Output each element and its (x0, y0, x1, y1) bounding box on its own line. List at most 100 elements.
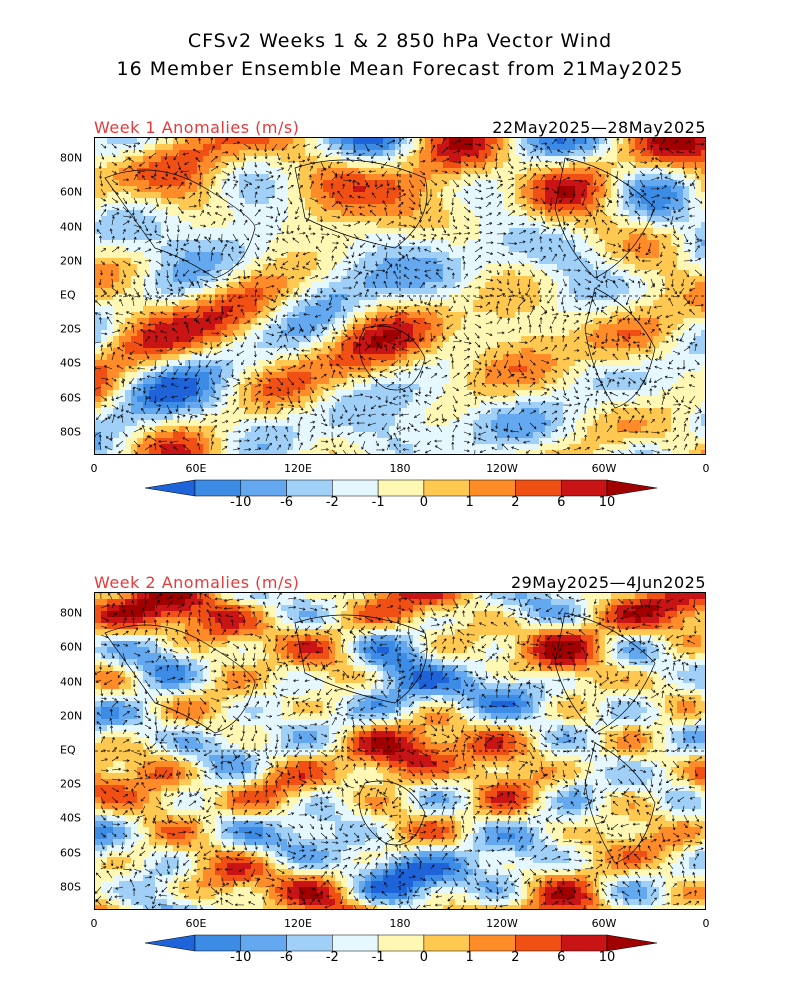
anomaly-cell (641, 288, 648, 295)
anomaly-cell (557, 366, 564, 373)
anomaly-cell (269, 228, 276, 235)
anomaly-cell (173, 216, 180, 223)
anomaly-cell (245, 240, 252, 247)
anomaly-cell (677, 198, 684, 205)
anomaly-cell (269, 336, 276, 343)
anomaly-cell (539, 246, 546, 253)
anomaly-cell (371, 330, 378, 337)
anomaly-cell (323, 426, 330, 433)
anomaly-cell (221, 210, 228, 217)
anomaly-cell (359, 144, 366, 151)
anomaly-cell (575, 204, 582, 211)
anomaly-cell (155, 342, 162, 349)
anomaly-cell (401, 300, 408, 307)
anomaly-cell (605, 420, 612, 427)
anomaly-cell (695, 252, 702, 259)
anomaly-cell (449, 348, 456, 355)
anomaly-cell (641, 162, 648, 169)
anomaly-cell (179, 216, 186, 223)
anomaly-cell (557, 336, 564, 343)
anomaly-cell (311, 186, 318, 193)
anomaly-cell (383, 168, 390, 175)
anomaly-cell (581, 348, 588, 355)
anomaly-cell (275, 282, 282, 289)
anomaly-cell (425, 216, 432, 223)
anomaly-cell (179, 228, 186, 235)
anomaly-cell (653, 354, 660, 361)
anomaly-cell (353, 294, 360, 301)
anomaly-cell (251, 342, 258, 349)
anomaly-cell (449, 282, 456, 289)
anomaly-cell (107, 264, 114, 271)
anomaly-cell (695, 168, 702, 175)
anomaly-cell (167, 426, 174, 433)
anomaly-cell (107, 162, 114, 169)
anomaly-cell (275, 390, 282, 397)
anomaly-cell (593, 282, 600, 289)
anomaly-cell (533, 336, 540, 343)
anomaly-cell (659, 300, 666, 307)
anomaly-cell (461, 162, 468, 169)
anomaly-cell (329, 192, 336, 199)
anomaly-cell (437, 270, 444, 277)
anomaly-cell (509, 402, 516, 409)
anomaly-cell (131, 150, 138, 157)
anomaly-cell (101, 384, 108, 391)
anomaly-cell (689, 186, 696, 193)
anomaly-cell (239, 156, 246, 163)
anomaly-cell (443, 366, 450, 373)
anomaly-cell (551, 204, 558, 211)
anomaly-cell (149, 168, 156, 175)
anomaly-cell (209, 324, 216, 331)
anomaly-cell (641, 390, 648, 397)
anomaly-cell (179, 402, 186, 409)
anomaly-cell (113, 396, 120, 403)
anomaly-cell (329, 282, 336, 289)
anomaly-cell (497, 288, 504, 295)
anomaly-cell (419, 264, 426, 271)
anomaly-cell (641, 372, 648, 379)
anomaly-cell (617, 156, 624, 163)
anomaly-cell (467, 174, 474, 181)
anomaly-cell (497, 234, 504, 241)
anomaly-cell (293, 342, 300, 349)
anomaly-cell (473, 384, 480, 391)
anomaly-cell (413, 162, 420, 169)
anomaly-cell (593, 162, 600, 169)
anomaly-cell (461, 282, 468, 289)
anomaly-cell (287, 360, 294, 367)
anomaly-cell (233, 342, 240, 349)
anomaly-cell (335, 414, 342, 421)
anomaly-cell (509, 174, 516, 181)
anomaly-cell (131, 366, 138, 373)
anomaly-cell (413, 420, 420, 427)
anomaly-cell (395, 204, 402, 211)
anomaly-cell (671, 168, 678, 175)
anomaly-cell (281, 156, 288, 163)
anomaly-cell (575, 306, 582, 313)
anomaly-cell (179, 162, 186, 169)
anomaly-cell (245, 252, 252, 259)
anomaly-cell (107, 372, 114, 379)
anomaly-cell (647, 414, 654, 421)
anomaly-cell (161, 192, 168, 199)
anomaly-cell (437, 144, 444, 151)
anomaly-cell (617, 324, 624, 331)
anomaly-cell (689, 276, 696, 283)
anomaly-cell (203, 330, 210, 337)
anomaly-cell (413, 210, 420, 217)
anomaly-cell (251, 348, 258, 355)
anomaly-cell (173, 264, 180, 271)
anomaly-cell (515, 420, 522, 427)
anomaly-cell (503, 336, 510, 343)
anomaly-cell (389, 252, 396, 259)
anomaly-cell (299, 408, 306, 415)
anomaly-cell (557, 360, 564, 367)
anomaly-cell (329, 312, 336, 319)
anomaly-cell (101, 144, 108, 151)
anomaly-cell (665, 282, 672, 289)
anomaly-cell (401, 150, 408, 157)
anomaly-cell (233, 354, 240, 361)
anomaly-cell (125, 294, 132, 301)
anomaly-cell (533, 306, 540, 313)
